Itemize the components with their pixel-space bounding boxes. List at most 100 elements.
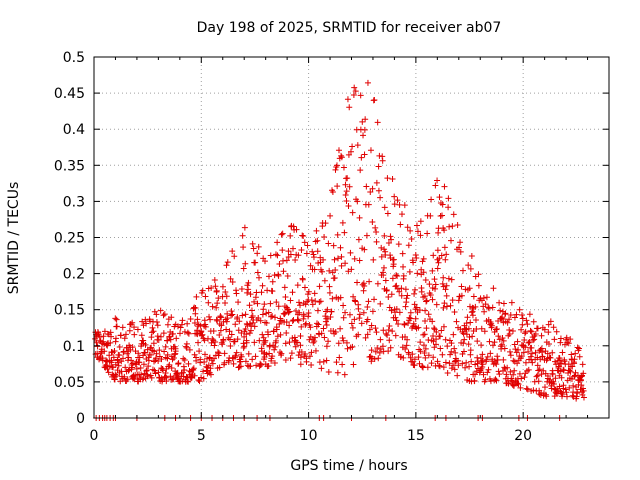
data-point bbox=[430, 332, 437, 339]
data-point bbox=[404, 336, 411, 343]
data-point bbox=[323, 321, 330, 328]
data-point bbox=[580, 394, 587, 401]
data-point bbox=[553, 328, 560, 335]
data-point bbox=[440, 364, 447, 371]
data-point bbox=[438, 327, 445, 334]
data-point bbox=[221, 350, 228, 357]
data-point bbox=[173, 335, 180, 342]
data-point bbox=[451, 345, 458, 352]
data-point bbox=[403, 295, 410, 302]
data-point bbox=[161, 311, 168, 318]
data-point bbox=[121, 373, 128, 380]
data-point bbox=[324, 306, 331, 313]
data-point bbox=[240, 244, 247, 251]
data-point bbox=[388, 307, 395, 314]
data-point bbox=[305, 313, 312, 320]
data-point bbox=[463, 331, 470, 338]
data-point bbox=[457, 248, 464, 255]
data-point bbox=[142, 341, 149, 348]
y-tick-label: 0.25 bbox=[54, 231, 85, 247]
data-point bbox=[340, 164, 347, 171]
data-point bbox=[191, 372, 198, 379]
data-point bbox=[458, 292, 465, 299]
data-point bbox=[179, 369, 186, 376]
data-point bbox=[478, 325, 485, 332]
data-point bbox=[372, 224, 379, 231]
data-point bbox=[415, 324, 422, 331]
axis-ticks: 0 0.05 0.1 0.15 0.2 0.25 0.3 0.35 0.4 0.45 0.5 0 5 10… bbox=[54, 50, 609, 444]
data-point bbox=[402, 345, 409, 352]
y-tick-label: 0.1 bbox=[63, 339, 85, 355]
data-point bbox=[365, 201, 372, 208]
data-point bbox=[497, 307, 504, 314]
data-point bbox=[250, 245, 257, 252]
data-point bbox=[338, 253, 345, 260]
data-point bbox=[269, 278, 276, 285]
data-point bbox=[333, 162, 340, 169]
data-point bbox=[135, 350, 142, 357]
y-tick-label: 0.05 bbox=[54, 375, 85, 391]
data-point bbox=[485, 366, 492, 373]
data-point bbox=[434, 265, 441, 272]
data-point bbox=[294, 282, 301, 289]
data-point bbox=[216, 350, 223, 357]
data-point bbox=[112, 315, 119, 322]
data-point bbox=[243, 331, 250, 338]
data-point bbox=[420, 331, 427, 338]
data-point bbox=[508, 375, 515, 382]
data-point bbox=[192, 304, 199, 311]
data-point bbox=[422, 276, 429, 283]
data-point bbox=[408, 236, 415, 243]
data-point bbox=[229, 311, 236, 318]
data-point bbox=[191, 351, 198, 358]
data-point bbox=[416, 307, 423, 314]
data-point bbox=[360, 287, 367, 294]
data-point bbox=[377, 300, 384, 307]
data-point bbox=[392, 332, 399, 339]
data-point bbox=[504, 364, 511, 371]
data-point bbox=[314, 248, 321, 255]
data-point bbox=[245, 279, 252, 286]
data-point bbox=[143, 367, 150, 374]
data-point bbox=[393, 317, 400, 324]
data-point bbox=[356, 311, 363, 318]
data-point bbox=[168, 365, 175, 372]
data-point bbox=[185, 360, 192, 367]
data-point bbox=[287, 232, 294, 239]
data-point bbox=[156, 347, 163, 354]
data-point bbox=[394, 197, 401, 204]
data-point bbox=[511, 341, 518, 348]
data-point bbox=[322, 220, 329, 227]
data-point bbox=[424, 230, 431, 237]
data-point bbox=[252, 294, 259, 301]
data-point bbox=[214, 349, 221, 356]
data-point bbox=[433, 301, 440, 308]
data-point bbox=[311, 338, 318, 345]
data-point bbox=[256, 274, 263, 281]
data-point bbox=[231, 253, 238, 260]
data-point bbox=[386, 337, 393, 344]
data-point bbox=[351, 255, 358, 262]
data-point bbox=[100, 338, 107, 345]
data-point bbox=[223, 293, 230, 300]
data-point bbox=[378, 253, 385, 260]
data-point bbox=[227, 275, 234, 282]
data-point bbox=[341, 229, 348, 236]
data-point bbox=[327, 313, 334, 320]
data-point bbox=[574, 344, 581, 351]
data-point bbox=[535, 378, 542, 385]
data-point bbox=[500, 356, 507, 363]
data-point bbox=[557, 335, 564, 342]
data-point bbox=[183, 340, 190, 347]
data-point bbox=[448, 237, 455, 244]
data-point bbox=[532, 331, 539, 338]
data-point bbox=[276, 320, 283, 327]
data-point bbox=[320, 358, 327, 365]
data-point bbox=[407, 315, 414, 322]
data-point bbox=[490, 342, 497, 349]
data-point bbox=[131, 331, 138, 338]
data-point bbox=[478, 342, 485, 349]
data-point bbox=[143, 320, 150, 327]
data-point bbox=[209, 336, 216, 343]
data-point bbox=[443, 251, 450, 258]
